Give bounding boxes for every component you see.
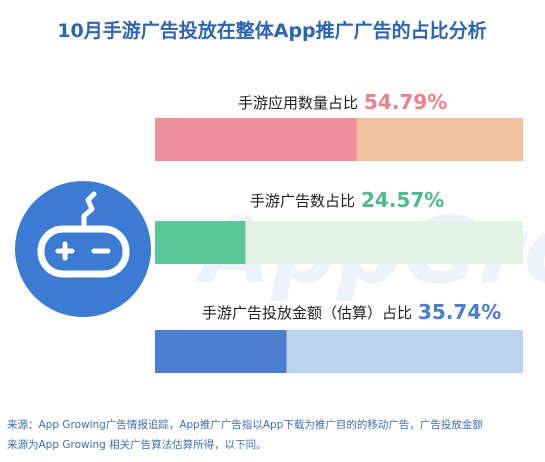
bar-ad-count (155, 221, 246, 264)
bar-app-count (155, 118, 357, 161)
game-controller-icon (15, 181, 151, 317)
bar-label-app-count: 手游应用数量占比 (238, 94, 358, 112)
bar-label-ad-count: 手游广告数占比 (250, 192, 355, 210)
footer-line-2: 来源为App Growing 相关广告算法估算所得，以下同。 (7, 438, 267, 451)
bar-value-ad-count: 24.57% (361, 188, 444, 212)
footer-line-1: 来源：App Growing广告情报追踪，App推广广告指以App下载为推广目的… (7, 418, 483, 431)
bar-value-app-count: 54.79% (364, 90, 447, 114)
bar-label-ad-spend: 手游广告投放金额（估算）占比 (202, 304, 412, 322)
bar-value-ad-spend: 35.74% (418, 300, 501, 324)
chart-title: 10月手游广告投放在整体App推广广告的占比分析 (57, 19, 486, 42)
bar-ad-spend (155, 330, 287, 373)
